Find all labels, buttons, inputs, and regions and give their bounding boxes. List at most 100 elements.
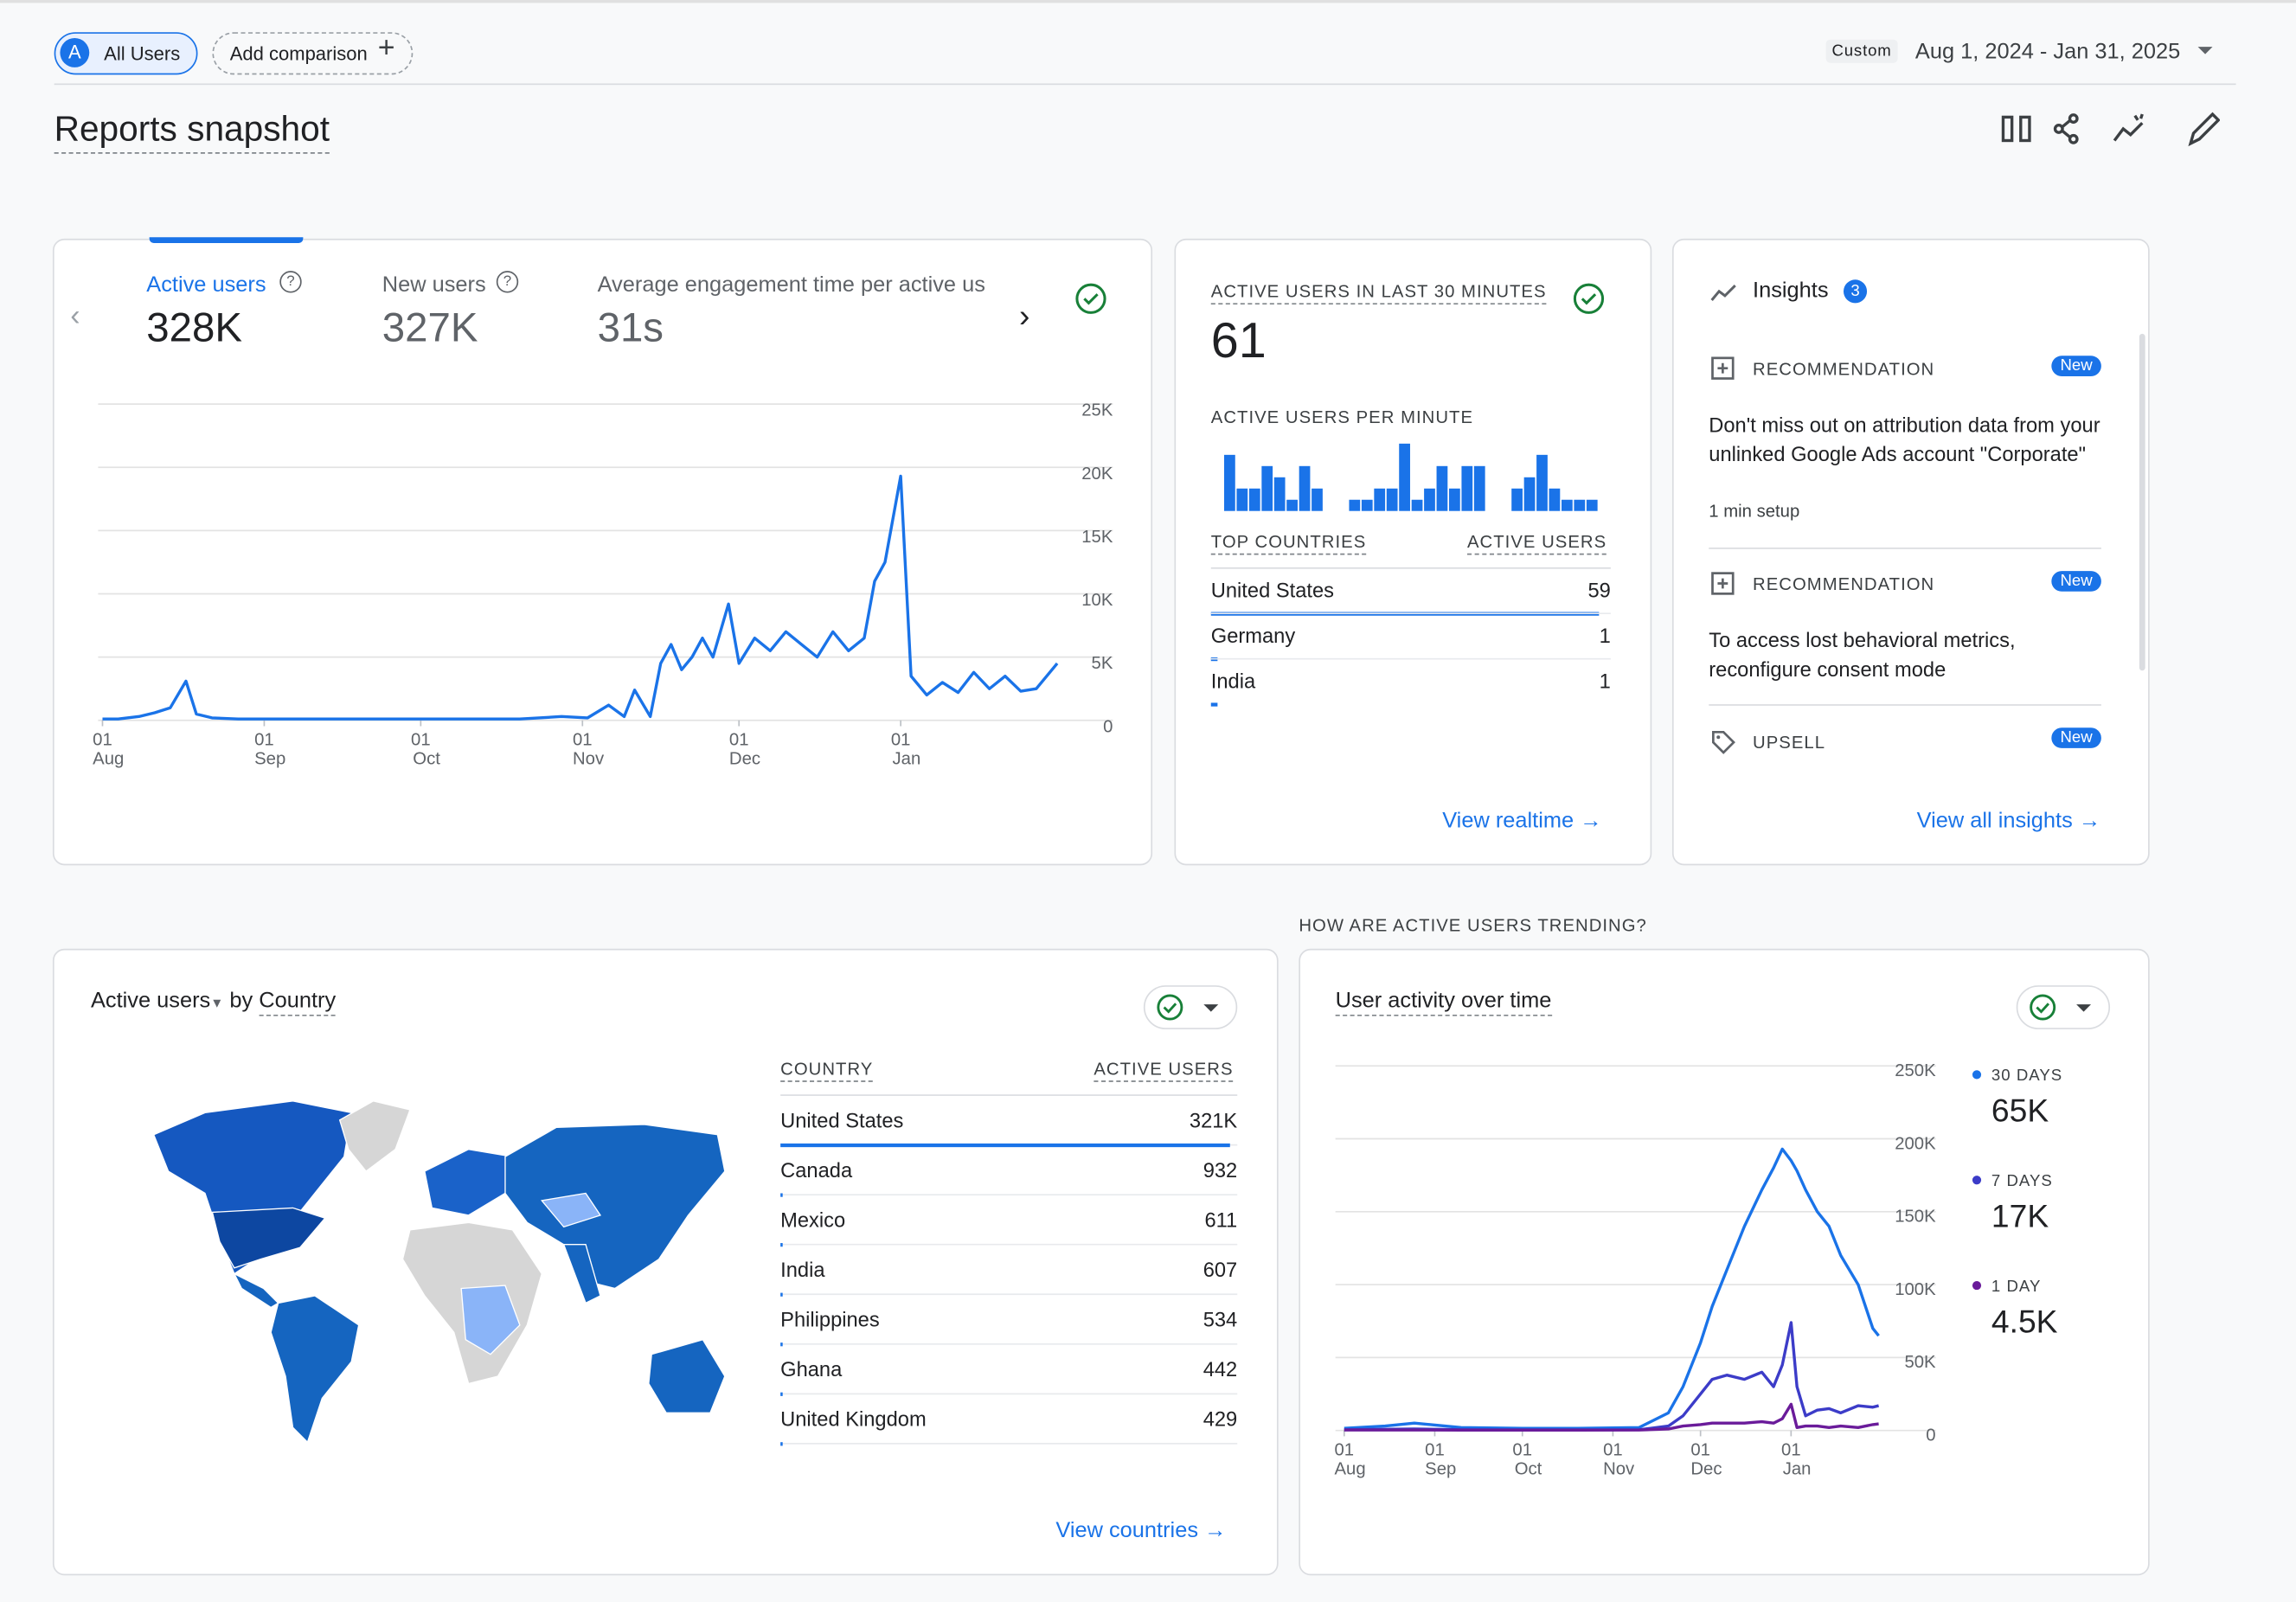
help-icon[interactable]: ? <box>279 271 302 293</box>
bar <box>1448 488 1460 511</box>
segment-badge: A <box>60 38 90 67</box>
x-tick-label: 01 <box>1425 1440 1445 1459</box>
country-name: United States <box>1211 580 1334 603</box>
divider <box>1709 704 2101 706</box>
add-comparison-chip[interactable] <box>212 32 414 75</box>
legend-value: 17K <box>1991 1197 2049 1234</box>
view-countries-link[interactable]: View countries → <box>1055 1518 1227 1544</box>
country-name: Ghana <box>780 1359 843 1381</box>
share-bar <box>780 1292 783 1297</box>
column-header: ACTIVE USERS <box>1093 1059 1234 1082</box>
metric-label[interactable]: Active users <box>146 272 266 298</box>
bar <box>1349 499 1361 511</box>
metric-name[interactable]: Active users <box>90 988 211 1014</box>
country-value: 429 <box>1203 1409 1238 1432</box>
date-dropdown[interactable] <box>2197 45 2214 57</box>
share-bar <box>780 1143 1230 1148</box>
y-tick-label: 20K <box>1081 465 1113 484</box>
insight-kind: RECOMMENDATION <box>1753 574 1935 595</box>
x-tick-label: Oct <box>1515 1459 1542 1478</box>
compare-chip[interactable] <box>1143 985 1238 1029</box>
dimension-name[interactable]: Country <box>259 988 337 1016</box>
country-value: 607 <box>1203 1259 1238 1282</box>
y-tick-label: 50K <box>1904 1353 1936 1372</box>
link-text: View countries <box>1055 1518 1199 1544</box>
x-tick-label: Aug <box>93 750 124 769</box>
insight-text[interactable]: Don't miss out on attribution data from … <box>1709 413 2100 466</box>
view-insights-link[interactable]: View all insights → <box>1916 808 2101 834</box>
bar <box>1561 499 1573 511</box>
scrollbar[interactable] <box>2139 333 2145 671</box>
bar <box>1361 499 1373 511</box>
prev-arrow[interactable]: ‹ <box>70 299 80 333</box>
x-tick-label: 01 <box>254 731 274 750</box>
insight-kind: UPSELL <box>1753 732 1826 753</box>
recommendation-icon <box>1711 572 1735 595</box>
x-tick-label: Aug <box>1335 1459 1366 1478</box>
recommendation-icon <box>1711 356 1735 380</box>
country-value: 59 <box>1588 580 1611 603</box>
x-tick-label: 01 <box>1781 1440 1801 1459</box>
y-tick-label: 15K <box>1081 528 1113 547</box>
country-value: 1 <box>1600 625 1611 648</box>
view-realtime-link[interactable]: View realtime → <box>1442 808 1602 834</box>
share-bar <box>780 1243 783 1247</box>
bar <box>1286 499 1298 511</box>
new-badge: New <box>2051 571 2101 592</box>
metric-label[interactable]: Average engagement time per active us <box>597 272 985 298</box>
divider <box>1709 548 2101 549</box>
add-comparison: Add comparison <box>229 42 368 65</box>
insights-title: Insights <box>1753 278 1829 304</box>
top-border <box>0 0 2296 3</box>
dropdown-icon[interactable]: ▼ <box>210 995 224 1010</box>
link-text: View realtime <box>1442 808 1574 834</box>
realtime-value: 61 <box>1210 313 1267 369</box>
country-value: 321K <box>1190 1110 1238 1132</box>
compare-chip[interactable] <box>2016 985 2111 1029</box>
date-type: Custom <box>1825 39 1898 63</box>
insight-text[interactable]: To access lost behavioral metrics, recon… <box>1709 628 2016 682</box>
x-tick-label: Nov <box>573 750 605 769</box>
y-tick-label: 25K <box>1081 401 1113 420</box>
bar <box>1549 488 1561 511</box>
insights-icon <box>1710 284 1736 301</box>
country-name: United Kingdom <box>780 1409 927 1432</box>
x-tick-label: Sep <box>1425 1459 1456 1478</box>
legend-value: 4.5K <box>1991 1303 2058 1339</box>
share-bar <box>780 1342 783 1347</box>
country-value: 442 <box>1203 1359 1238 1381</box>
country-name: United States <box>780 1110 903 1132</box>
y-tick-label: 200K <box>1895 1134 1936 1153</box>
check-icon[interactable] <box>1074 281 1109 317</box>
share-bar <box>780 1193 783 1197</box>
insight-note: 1 min setup <box>1709 500 1800 522</box>
metric-value: 327K <box>382 304 478 350</box>
x-tick-label: 01 <box>411 731 431 750</box>
overview-card <box>52 238 1153 866</box>
next-arrow[interactable]: › <box>1019 297 1030 334</box>
x-tick-label: 01 <box>1512 1440 1532 1459</box>
legend-dot <box>1972 1281 1982 1291</box>
bar <box>1261 465 1273 511</box>
active-tab-indicator <box>149 237 304 243</box>
share-bar <box>1210 702 1218 707</box>
x-tick-label: 01 <box>573 731 593 750</box>
bar <box>1436 465 1448 511</box>
check-dropdown[interactable] <box>2027 991 2100 1023</box>
help-icon[interactable]: ? <box>496 271 519 293</box>
toolbar-icons[interactable] <box>2000 112 2220 150</box>
metric-label[interactable]: New users <box>382 272 486 298</box>
bar <box>1511 488 1523 511</box>
date-range[interactable]: Aug 1, 2024 - Jan 31, 2025 <box>1914 39 2181 65</box>
y-tick-label: 0 <box>1926 1426 1935 1445</box>
metric-value: 328K <box>146 304 242 350</box>
bar <box>1236 488 1248 511</box>
bar <box>1273 477 1286 511</box>
check-dropdown[interactable] <box>1154 991 1228 1023</box>
line-series <box>1344 1321 1880 1432</box>
upsell-icon <box>1711 730 1735 754</box>
plus-icon: + <box>377 32 395 65</box>
check-icon[interactable] <box>1571 281 1607 317</box>
segment-label: All Users <box>104 42 181 65</box>
